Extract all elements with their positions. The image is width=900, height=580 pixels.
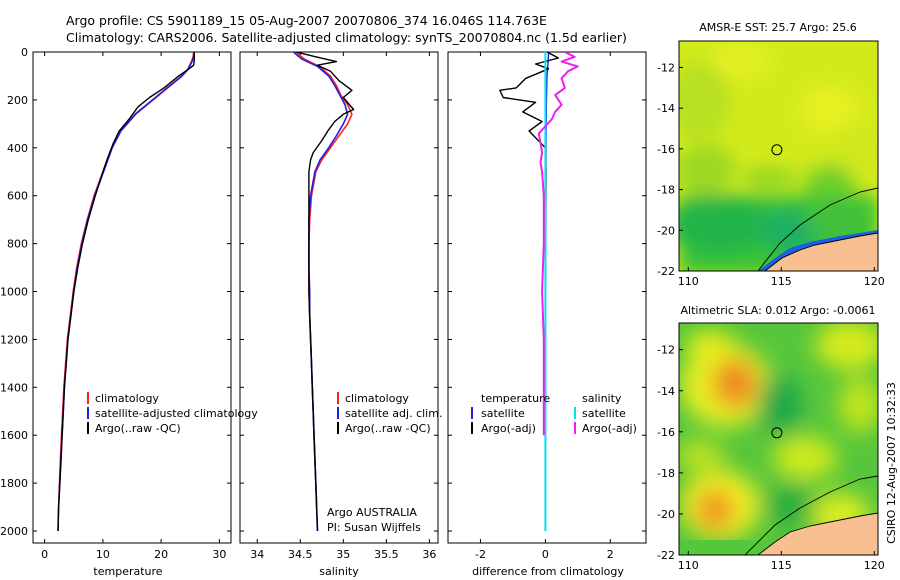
sst-map-image <box>679 41 878 271</box>
map-y-tick-label: -20 <box>657 224 675 237</box>
y-tick-label: 1200 <box>0 333 28 346</box>
y-tick-label: 800 <box>7 238 28 251</box>
figure-title-line2: Climatology: CARS2006. Satellite-adjuste… <box>66 30 627 45</box>
salinity-x-label: salinity <box>319 565 359 578</box>
salinity-depth-ticks <box>240 51 438 532</box>
figure-title-line1: Argo profile: CS 5901189_15 05-Aug-2007 … <box>66 13 547 28</box>
y-tick-label: 600 <box>7 190 28 203</box>
sla-map-title: Altimetric SLA: 0.012 Argo: -0.0061 <box>681 304 876 317</box>
y-tick-label: 1800 <box>0 477 28 490</box>
depth-axis: 0 200 400 600 800 1000 1200 1400 1600 1800 2000 <box>0 46 231 538</box>
sla-map-image <box>679 323 878 555</box>
map-y-tick-label: -14 <box>657 102 675 115</box>
salinity-x-axis: 34 34.5 35 35.5 36 <box>250 52 436 561</box>
temperature-x-label: temperature <box>93 565 162 578</box>
y-tick-label: 2000 <box>0 525 28 538</box>
sla-map-panel: Altimetric SLA: 0.012 Argo: -0.0061 <box>657 304 885 572</box>
x-tick-label: 2 <box>607 548 614 561</box>
x-tick-label: 0 <box>41 548 48 561</box>
x-tick-label: -2 <box>475 548 486 561</box>
y-tick-label: 1400 <box>0 381 28 394</box>
series-line-argo-raw-qc- <box>295 52 355 532</box>
sla-map-axes: 110 115 120 -12 -14 -16 -18 -20 -22 <box>657 344 885 572</box>
map-y-tick-label: -18 <box>657 184 675 197</box>
x-tick-label: 34.5 <box>288 548 313 561</box>
legend-label-temp-satellite: satellite <box>481 407 525 420</box>
temperature-profile-panel: 0 200 400 600 800 1000 1200 1400 1600 1800 2000 0 1… <box>0 46 258 578</box>
legend-label-argo: Argo(..raw -QC) <box>95 422 181 435</box>
map-y-tick-label: -12 <box>657 61 675 74</box>
sst-map-panel: AMSR-E SST: 25.7 Argo: 25.6 <box>657 21 885 288</box>
x-tick-label: 35.5 <box>374 548 399 561</box>
legend-label-satellite-adjusted: satellite-adjusted climatology <box>95 407 258 420</box>
difference-series <box>499 52 579 531</box>
series-line-argo-raw-qc- <box>57 52 196 532</box>
map-x-tick-label: 110 <box>678 559 699 572</box>
x-tick-label: 0 <box>542 548 549 561</box>
sla-map-frame <box>678 322 879 556</box>
sla-argo-location-marker <box>771 427 783 439</box>
series-line-satellite-adj-clim- <box>292 52 349 532</box>
salinity-profile-panel: 34 34.5 35 35.5 36 salinity climatology sate… <box>239 51 442 578</box>
sst-map-title: AMSR-E SST: 25.7 Argo: 25.6 <box>699 21 857 34</box>
x-tick-label: 36 <box>422 548 436 561</box>
temperature-axes-box <box>32 51 232 544</box>
map-x-tick-label: 120 <box>864 559 885 572</box>
x-tick-label: 35 <box>336 548 350 561</box>
temperature-x-axis: 0 10 20 30 <box>41 52 226 561</box>
pi-label: PI: Susan Wijffels <box>327 521 421 534</box>
map-y-tick-label: -20 <box>657 508 675 521</box>
legend-label-satellite-adj: satellite adj. clim. <box>345 407 442 420</box>
legend-heading-temperature: temperature <box>481 392 550 405</box>
x-tick-label: 34 <box>250 548 264 561</box>
legend-label-climatology: climatology <box>345 392 409 405</box>
map-x-tick-label: 110 <box>678 275 699 288</box>
x-tick-label: 20 <box>154 548 168 561</box>
legend-label-climatology: climatology <box>95 392 159 405</box>
map-y-tick-label: -12 <box>657 344 675 357</box>
map-y-tick-label: -22 <box>657 265 675 278</box>
y-tick-label: 1600 <box>0 429 28 442</box>
map-y-tick-label: -16 <box>657 426 675 439</box>
map-y-tick-label: -18 <box>657 467 675 480</box>
legend-heading-salinity: salinity <box>582 392 622 405</box>
salinity-axes-box <box>239 51 439 544</box>
map-y-tick-label: -14 <box>657 385 675 398</box>
difference-depth-ticks <box>448 51 646 532</box>
y-tick-label: 400 <box>7 142 28 155</box>
temperature-series <box>57 52 196 532</box>
difference-legend: temperature satellite Argo(-adj) salinit… <box>471 392 637 435</box>
sst-argo-location-marker <box>771 144 783 156</box>
series-line-satellite-adjusted-climatology <box>57 52 196 532</box>
temperature-legend: climatology satellite-adjusted climatolo… <box>87 392 258 435</box>
salinity-legend: climatology satellite adj. clim. Argo(..… <box>337 392 442 435</box>
difference-x-label: difference from climatology <box>472 565 624 578</box>
map-y-tick-label: -22 <box>657 549 675 562</box>
y-tick-label: 200 <box>7 94 28 107</box>
sst-map-frame <box>678 40 879 272</box>
series-line-climatology <box>295 52 353 503</box>
salinity-series <box>292 52 355 532</box>
x-tick-label: 30 <box>212 548 226 561</box>
y-tick-label: 0 <box>21 46 28 59</box>
legend-label-sal-argo: Argo(-adj) <box>582 422 637 435</box>
institution-label: Argo AUSTRALIA <box>327 506 417 519</box>
legend-label-temp-argo: Argo(-adj) <box>481 422 536 435</box>
series-line-temperature-argo-adj- <box>499 52 560 531</box>
series-line-salinity-argo-adj- <box>537 52 579 436</box>
map-x-tick-label: 120 <box>864 275 885 288</box>
legend-label-argo: Argo(..raw -QC) <box>345 422 431 435</box>
x-tick-label: 10 <box>96 548 110 561</box>
legend-label-sal-satellite: satellite <box>582 407 626 420</box>
y-tick-label: 1000 <box>0 286 28 299</box>
map-y-tick-label: -16 <box>657 143 675 156</box>
sst-map-axes: 110 115 120 -12 -14 -16 -18 -20 -22 <box>657 61 885 288</box>
csiro-timestamp-label: CSIRO 12-Aug-2007 10:32:33 <box>885 382 898 544</box>
difference-profile-panel: -2 0 2 difference from climatology tempera… <box>447 51 647 578</box>
map-x-tick-label: 115 <box>771 559 792 572</box>
map-x-tick-label: 115 <box>771 275 792 288</box>
